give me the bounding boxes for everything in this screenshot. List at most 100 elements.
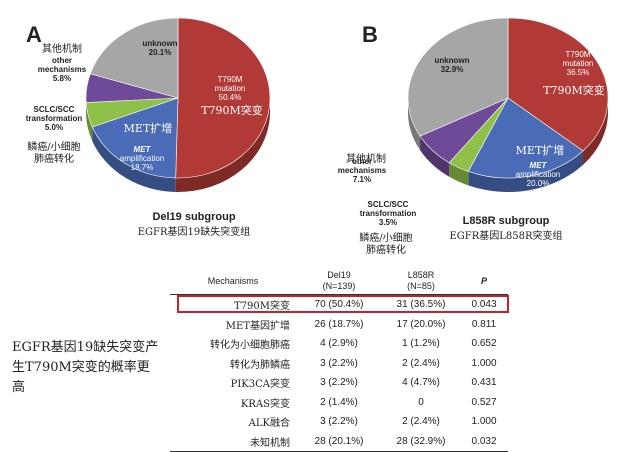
pie-side-other xyxy=(420,136,450,177)
pie-side-t790m xyxy=(583,98,608,165)
slice-label-t790m-line: T790M xyxy=(566,50,591,59)
row-mechanism-name: 转化为肺鳞癌 xyxy=(230,359,290,371)
pie-slice-unknown xyxy=(89,17,179,99)
slice-label-other-line: 5.8% xyxy=(53,74,71,83)
slice-label-unknown: unknown 32.9% xyxy=(434,56,469,74)
row-l858r-value: 2 (2.4%) xyxy=(402,357,440,369)
row-del19-value: 3 (2.2%) xyxy=(320,357,358,369)
table-row: MET基因扩增 26 (18.7%) 17 (20.0%) 0.811 xyxy=(170,315,508,335)
slice-label-other-line: mechanisms xyxy=(338,166,387,175)
slice-label-met-line: 18.7% xyxy=(131,163,154,172)
t790m-row-highlight xyxy=(177,295,509,313)
side-note: EGFR基因19缺失突变产生T790M突变的概率更高 xyxy=(12,340,159,395)
row-del19-value: 3 (2.2%) xyxy=(320,377,358,389)
table-row: KRAS突变 2 (1.4%) 0 0.527 xyxy=(170,393,508,413)
slice-cn-label-met: MET扩增 xyxy=(516,143,565,157)
slice-label-sclc-line: 5.0% xyxy=(45,123,63,132)
row-del19-value: 28 (20.1%) xyxy=(296,431,382,452)
table-row: 未知机制 28 (20.1%) 28 (32.9%) 0.032 xyxy=(170,431,508,452)
subgroup-title: L858R subgroup xyxy=(463,215,550,227)
row-mechanism-name: T790M突变 xyxy=(234,301,290,313)
slice-label-met-line: amplification xyxy=(516,170,560,179)
row-mechanism-name: KRAS突变 xyxy=(240,398,290,410)
row-l858r-value: 4 (4.7%) xyxy=(402,377,440,389)
pie-side-unknown xyxy=(408,98,421,151)
row-del19-value: 3 (2.2%) xyxy=(320,416,358,428)
col-header-mechanisms: Mechanisms xyxy=(170,268,296,295)
table-row: T790M突变 70 (50.4%) 31 (36.5%) 0.043 xyxy=(170,295,508,315)
pie-side-met xyxy=(468,150,584,192)
row-p-value: 0.652 xyxy=(471,338,497,350)
slice-cn-label-other: 其他机制 xyxy=(346,152,386,165)
slice-label-sclc-line: transformation xyxy=(26,114,83,123)
slice-cn-label-sclc: 鳞癌/小细胞肺癌转化 xyxy=(27,140,80,165)
slice-label-t790m-line: mutation xyxy=(215,84,246,93)
slice-label-t790m-line: mutation xyxy=(563,59,594,68)
row-del19-value: 70 (50.4%) xyxy=(314,299,364,311)
col-header-del19: Del19 (N=139) xyxy=(296,268,382,295)
slice-label-sclc: SCLC/SCC transformation 3.5% xyxy=(360,200,417,227)
panel-letter-b: B xyxy=(362,22,378,47)
slice-label-unknown-line: 20.1% xyxy=(149,48,172,57)
pie-slice-unknown xyxy=(407,17,509,137)
subgroup-subtitle: EGFR基因L858R突变组 xyxy=(449,229,562,242)
slice-label-met-line: amplification xyxy=(120,154,164,163)
row-mechanism-name: 转化为小细胞肺癌 xyxy=(210,340,290,352)
slice-cn-label-t790m: T790M突变 xyxy=(543,83,605,97)
slice-label-other: other mechanisms 7.1% xyxy=(338,157,387,184)
slice-label-unknown-line: 32.9% xyxy=(441,65,464,74)
slice-label-met: MET amplification 18.7% xyxy=(120,145,164,172)
slice-label-met-line: 20.0% xyxy=(527,179,550,188)
col-header-l858r-name: L858R xyxy=(407,270,435,280)
row-mechanism-name: 未知机制 xyxy=(170,431,296,452)
slice-label-other: other mechanisms 5.8% xyxy=(38,56,87,83)
row-p-value: 1.000 xyxy=(471,416,497,428)
slice-label-t790m-line: T790M xyxy=(218,75,243,84)
slice-label-t790m-line: 50.4% xyxy=(219,93,242,102)
pie-side-t790m xyxy=(175,98,270,192)
slice-label-other-line: other xyxy=(352,157,372,166)
row-p-value: 0.527 xyxy=(471,396,497,408)
pie-slice-met xyxy=(91,97,179,179)
col-header-l858r-n: (N=85) xyxy=(407,281,435,291)
row-p-value: 0.032 xyxy=(460,431,508,452)
slice-label-sclc-line: 3.5% xyxy=(379,218,397,227)
slice-label-other-line: other xyxy=(52,56,72,65)
row-del19-value: 2 (1.4%) xyxy=(320,396,358,408)
table-row: 转化为肺鳞癌 3 (2.2%) 2 (2.4%) 1.000 xyxy=(170,354,508,374)
pie-chart-b: B T790M突变 T790M mutation 36.5% MET扩增 MET amplif… xyxy=(338,17,609,256)
col-header-p: P xyxy=(460,268,508,295)
slice-label-met: MET amplification 20.0% xyxy=(516,161,560,188)
slice-label-met-line: MET xyxy=(530,161,548,170)
mechanisms-table: Mechanisms Del19 (N=139) L858R (N=85) P … xyxy=(170,268,508,452)
row-l858r-value: 1 (1.2%) xyxy=(402,338,440,350)
row-l858r-value: 0 xyxy=(418,396,424,408)
slice-label-met-line: MET xyxy=(134,145,152,154)
slice-label-sclc-line: transformation xyxy=(360,209,417,218)
slice-label-unknown-line: unknown xyxy=(142,39,177,48)
slice-cn-label-line: 肺癌转化 xyxy=(366,243,406,256)
pie-slice-met xyxy=(467,97,584,179)
row-mechanism-name: ALK融合 xyxy=(248,418,290,430)
row-p-value: 0.043 xyxy=(471,299,497,311)
row-p-value: 1.000 xyxy=(471,357,497,369)
table-row: 转化为小细胞肺癌 4 (2.9%) 1 (1.2%) 0.652 xyxy=(170,334,508,354)
row-mechanism-name: PIK3CA突变 xyxy=(230,379,290,391)
row-mechanism-name: MET基因扩增 xyxy=(225,320,290,332)
row-l858r-value: 31 (36.5%) xyxy=(396,299,446,311)
col-header-del19-n: (N=139) xyxy=(322,281,356,291)
slice-cn-label-other: 其他机制 xyxy=(42,42,82,55)
slice-label-unknown: unknown 20.1% xyxy=(142,39,177,57)
slice-label-other-line: 7.1% xyxy=(353,175,371,184)
table-row: PIK3CA突变 3 (2.2%) 4 (4.7%) 0.431 xyxy=(170,373,508,393)
row-p-value: 0.431 xyxy=(471,377,497,389)
col-header-l858r: L858R (N=85) xyxy=(382,268,460,295)
slice-label-other-line: mechanisms xyxy=(38,65,87,74)
table-header-row: Mechanisms Del19 (N=139) L858R (N=85) P xyxy=(170,268,508,295)
row-del19-value: 26 (18.7%) xyxy=(314,318,364,330)
slice-label-sclc-line: SCLC/SCC xyxy=(34,105,75,114)
slice-label-sclc-line: SCLC/SCC xyxy=(368,200,409,209)
row-l858r-value: 17 (20.0%) xyxy=(396,318,446,330)
